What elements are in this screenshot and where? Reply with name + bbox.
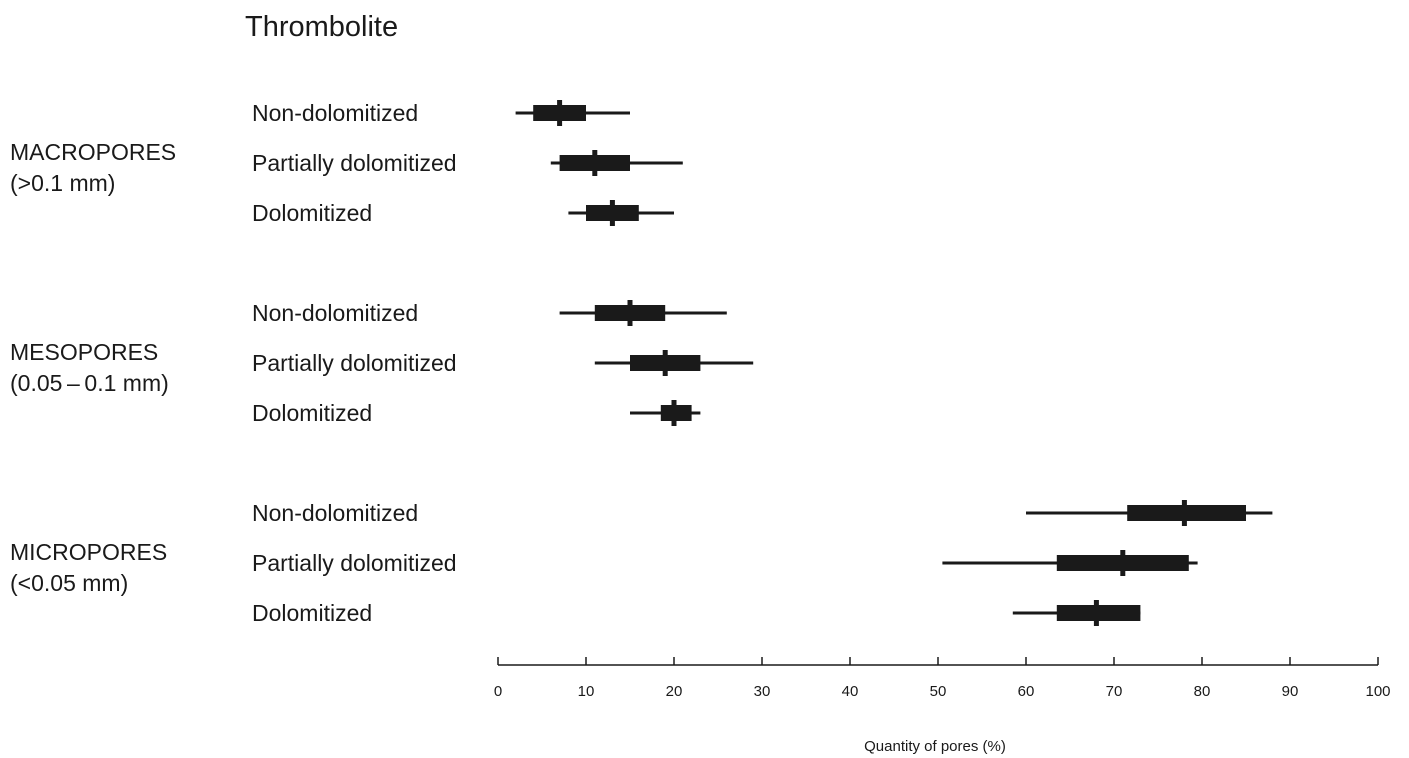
- box-row: [559, 300, 727, 326]
- x-tick-label: 80: [1194, 683, 1211, 700]
- row-labels: Non-dolomitized Partially dolomitized Dolo…: [252, 100, 457, 626]
- x-tick-label: 100: [1365, 683, 1390, 700]
- box-row: [1026, 500, 1273, 526]
- box-row: [630, 400, 701, 426]
- x-tick-label: 90: [1282, 683, 1299, 700]
- box-row: [1012, 600, 1141, 626]
- x-tick-label: 10: [578, 683, 595, 700]
- row-label: Non-dolomitized: [252, 300, 418, 326]
- box-row: [550, 150, 683, 176]
- x-tick-label: 30: [754, 683, 771, 700]
- row-label: Non-dolomitized: [252, 100, 418, 126]
- row-label: Partially dolomitized: [252, 150, 457, 176]
- x-tick-label: 60: [1018, 683, 1035, 700]
- box-row: [515, 100, 630, 126]
- box-row: [594, 350, 754, 376]
- group-label-macropores: MACROPORES: [10, 139, 176, 165]
- x-tick-label: 50: [930, 683, 947, 700]
- x-tick-label: 20: [666, 683, 683, 700]
- row-label: Dolomitized: [252, 600, 372, 626]
- group-sublabel-macropores: (>0.1 mm): [10, 170, 115, 196]
- group-sublabel-micropores: (<0.05 mm): [10, 570, 128, 596]
- group-label-mesopores: MESOPORES: [10, 339, 158, 365]
- chart-title: Thrombolite: [245, 11, 398, 43]
- row-label: Dolomitized: [252, 400, 372, 426]
- x-axis: 0 10 20 30 40 50 60 70 80 90 100: [494, 657, 1391, 700]
- row-label: Partially dolomitized: [252, 550, 457, 576]
- row-label: Non-dolomitized: [252, 500, 418, 526]
- x-tick-label: 40: [842, 683, 859, 700]
- group-label-micropores: MICROPORES: [10, 539, 167, 565]
- x-axis-title: Quantity of pores (%): [864, 738, 1006, 755]
- group-labels: MACROPORES (>0.1 mm) MESOPORES (0.05 – 0.1 …: [10, 139, 176, 596]
- group-sublabel-mesopores: (0.05 – 0.1 mm): [10, 370, 169, 396]
- x-tick-label: 0: [494, 683, 502, 700]
- x-tick-label: 70: [1106, 683, 1123, 700]
- boxplot-marks: [515, 100, 1273, 626]
- box-row: [568, 200, 674, 226]
- row-label: Dolomitized: [252, 200, 372, 226]
- row-label: Partially dolomitized: [252, 350, 457, 376]
- box-row: [942, 550, 1198, 576]
